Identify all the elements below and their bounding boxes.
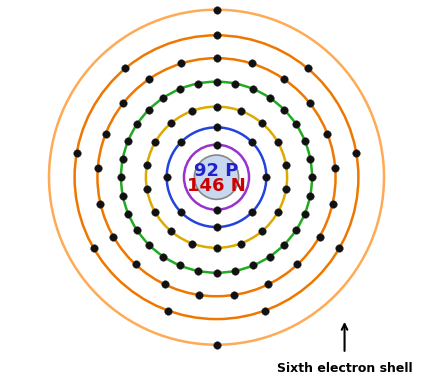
Text: Sixth electron shell: Sixth electron shell xyxy=(277,362,412,375)
Circle shape xyxy=(194,155,239,199)
Text: 92 P: 92 P xyxy=(194,162,239,180)
Text: 146 N: 146 N xyxy=(187,177,246,194)
